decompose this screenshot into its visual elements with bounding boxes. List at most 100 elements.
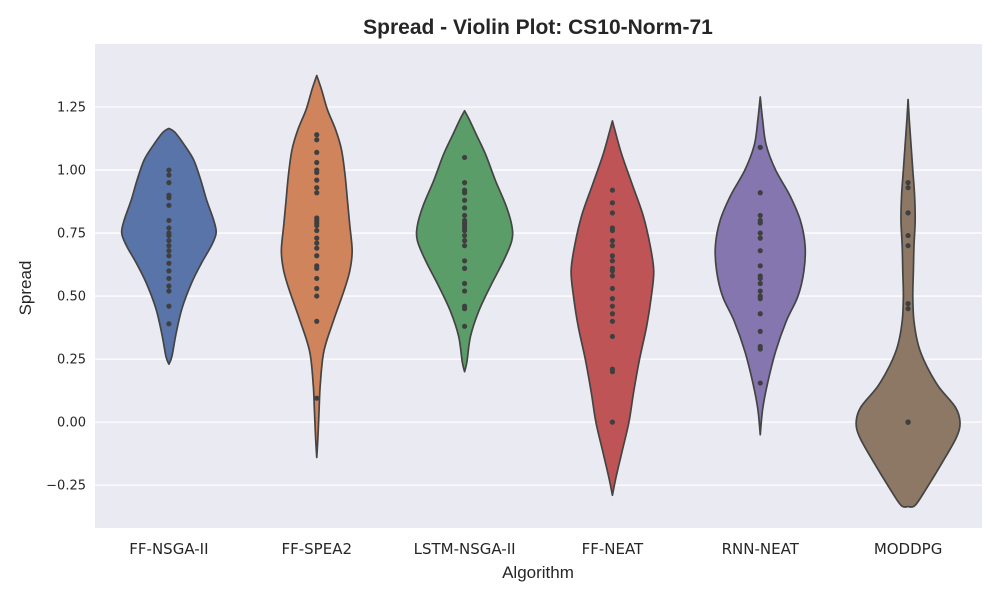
- violin-group: [714, 96, 807, 436]
- data-point: [461, 180, 468, 186]
- y-axis-label: Spread: [16, 261, 35, 316]
- data-point: [609, 238, 616, 244]
- data-point: [166, 202, 172, 208]
- data-point: [314, 263, 320, 269]
- data-point: [166, 167, 172, 173]
- data-point: [314, 275, 320, 282]
- data-point: [609, 265, 616, 271]
- data-point: [757, 328, 763, 334]
- data-point: [314, 132, 320, 138]
- data-point: [166, 243, 172, 249]
- data-point: [461, 323, 468, 329]
- data-point: [314, 285, 320, 292]
- data-point: [905, 180, 911, 186]
- violin-group: [120, 127, 218, 365]
- data-point: [461, 154, 468, 161]
- violin-group: [415, 109, 514, 373]
- data-point: [314, 215, 320, 221]
- data-point: [314, 167, 320, 173]
- data-point: [314, 149, 320, 155]
- data-point: [314, 318, 320, 324]
- data-point: [314, 245, 320, 251]
- data-point: [757, 293, 763, 299]
- y-tick-label: 0.00: [57, 416, 86, 431]
- data-point: [609, 210, 616, 216]
- data-point: [166, 268, 172, 274]
- data-point: [314, 190, 320, 196]
- y-tick-label: 0.25: [57, 353, 86, 368]
- data-point: [461, 187, 468, 193]
- data-point: [905, 185, 911, 191]
- data-point: [757, 190, 763, 196]
- data-point: [609, 311, 616, 317]
- data-point: [757, 311, 763, 317]
- data-point: [609, 419, 616, 425]
- data-point: [609, 333, 616, 340]
- data-point: [757, 288, 763, 294]
- data-point: [905, 419, 911, 425]
- data-point: [166, 283, 172, 289]
- data-point: [166, 248, 172, 254]
- data-point: [757, 230, 763, 236]
- data-point: [461, 280, 468, 287]
- data-point: [757, 343, 763, 350]
- data-point: [905, 301, 911, 307]
- data-point: [609, 187, 616, 193]
- y-tick-label: 0.75: [57, 227, 86, 242]
- data-point: [609, 285, 616, 292]
- data-point: [461, 197, 468, 203]
- data-point: [166, 275, 172, 282]
- violin-group: [280, 74, 353, 459]
- data-point: [461, 217, 468, 224]
- data-point: [166, 172, 172, 178]
- data-point: [314, 185, 320, 191]
- data-point: [166, 238, 172, 244]
- data-point: [609, 303, 616, 309]
- y-tick-label: 1.00: [57, 164, 86, 179]
- data-point: [461, 232, 468, 239]
- data-point: [314, 137, 320, 143]
- data-point: [609, 366, 616, 372]
- data-point: [905, 232, 911, 239]
- data-point: [757, 144, 763, 150]
- y-tick-label: 0.50: [57, 290, 86, 305]
- violins: [120, 74, 961, 508]
- data-point: [166, 303, 172, 309]
- violin-group: [570, 120, 655, 497]
- data-point: [461, 265, 468, 271]
- data-point: [461, 258, 468, 264]
- y-tick-label: −0.25: [46, 479, 86, 494]
- data-point: [166, 260, 172, 266]
- data-point: [314, 293, 320, 299]
- data-point: [905, 243, 911, 249]
- data-point: [609, 318, 616, 324]
- data-point: [757, 248, 763, 254]
- data-point: [314, 240, 320, 246]
- data-point: [609, 225, 616, 231]
- data-point: [166, 321, 172, 327]
- data-point: [757, 280, 763, 287]
- x-tick-label: FF-NSGA-II: [129, 540, 208, 558]
- y-tick-label: 1.25: [57, 101, 86, 116]
- data-point: [166, 217, 172, 224]
- x-tick-label: MODDPG: [874, 540, 943, 558]
- data-point: [166, 180, 172, 186]
- data-point: [757, 212, 763, 219]
- data-point: [905, 306, 911, 312]
- data-point: [461, 205, 468, 211]
- plot-background: [95, 44, 982, 528]
- data-point: [905, 210, 911, 216]
- grid-lines: [95, 106, 982, 486]
- data-point: [314, 159, 320, 166]
- data-point: [314, 227, 320, 234]
- data-point: [609, 200, 616, 206]
- data-point: [757, 235, 763, 241]
- x-axis-label: Algorithm: [502, 563, 574, 582]
- x-tick-label: LSTM-NSGA-II: [414, 540, 516, 558]
- x-tick-label: FF-SPEA2: [281, 540, 352, 558]
- data-point: [609, 253, 616, 259]
- data-point: [757, 217, 763, 224]
- chart-title: Spread - Violin Plot: CS10-Norm-71: [363, 16, 713, 39]
- data-point: [166, 230, 172, 236]
- data-point: [461, 288, 468, 294]
